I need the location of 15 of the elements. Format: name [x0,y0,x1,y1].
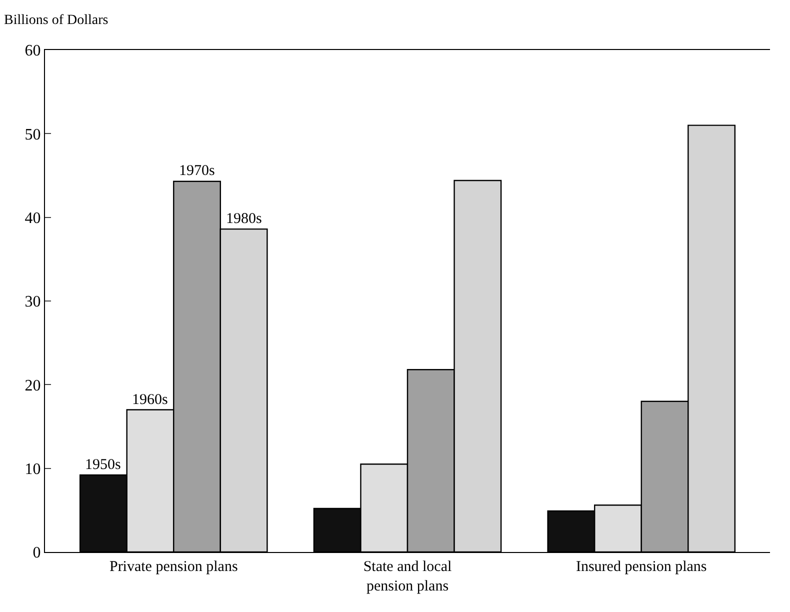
series-label: 1970s [179,163,215,179]
y-axis-title: Billions of Dollars [4,13,108,28]
y-tick-label: 40 [24,210,41,227]
x-tick-label: State and local pension plans [363,559,452,594]
x-tick-label: Private pension plans [109,559,238,575]
x-tick-label: Insured pension plans [576,559,707,575]
y-tick-label: 30 [24,294,41,311]
series-label: 1950s [85,457,121,473]
y-tick-label: 50 [24,126,41,144]
series-label: 1980s [226,211,262,227]
y-tick-label: 0 [32,544,41,562]
y-tick-label: 60 [24,42,41,60]
y-tick-label: 10 [24,460,41,478]
y-tick-label: 20 [24,377,41,394]
series-label: 1960s [132,392,168,408]
